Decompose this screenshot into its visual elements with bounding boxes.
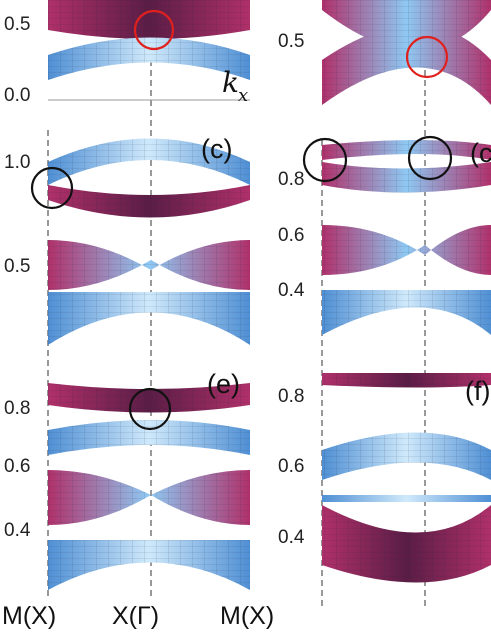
panel-e (48, 383, 250, 590)
degeneracy-marker (30, 166, 74, 210)
svg-text:k: k (222, 66, 239, 99)
degeneracy-marker (407, 135, 453, 181)
x-label-center: X(Γ) (112, 602, 159, 630)
panel-d (302, 135, 491, 335)
band-surface (322, 495, 491, 502)
tick-label: 0.0 (4, 85, 30, 106)
x-axis-labels: M(X) X(Γ) M(X) (2, 602, 274, 630)
y-tick-labels: 0.5 0.0 0.5 1.0 0.5 0.8 0.6 0.4 0.8 0.6 … (4, 14, 305, 548)
panel-labels: (c) (c (e) (f) (201, 134, 491, 406)
degeneracy-marker (128, 387, 172, 431)
degeneracy-marker (405, 35, 449, 79)
panel-label: (f) (465, 376, 490, 406)
tick-label: 0.6 (278, 225, 304, 246)
panel-c (30, 138, 250, 345)
tick-label: 0.4 (4, 520, 31, 541)
tick-label: 0.4 (278, 527, 305, 548)
tick-label: 0.5 (278, 31, 304, 52)
degeneracy-marker (302, 137, 348, 183)
tick-label: 0.4 (278, 280, 305, 301)
tick-label: 1.0 (4, 152, 30, 173)
tick-label: 0.6 (278, 456, 304, 477)
tick-label: 0.6 (4, 456, 30, 477)
tick-label: 0.8 (278, 386, 304, 407)
panel-label: (e) (207, 369, 240, 399)
tick-label: 0.8 (278, 169, 304, 190)
tick-label: 0.5 (4, 256, 30, 277)
axis-symbol: k x (222, 66, 248, 106)
panel-label: (c (470, 138, 491, 168)
panel-b (322, 0, 491, 105)
degeneracy-marker (133, 9, 175, 51)
panel-f (322, 373, 491, 583)
x-label-left: M(X) (2, 602, 56, 630)
panel-label: (c) (201, 134, 232, 164)
panel-a (48, 0, 250, 101)
tick-label: 0.5 (4, 14, 30, 35)
svg-text:x: x (238, 85, 248, 106)
x-label-right: M(X) (220, 602, 274, 630)
tick-label: 0.8 (4, 398, 30, 419)
